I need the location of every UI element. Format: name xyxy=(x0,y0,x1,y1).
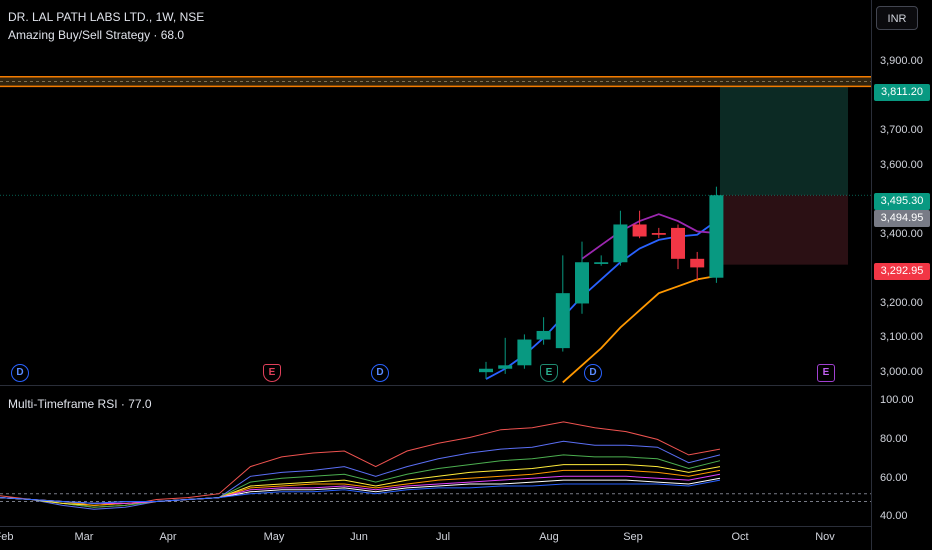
earnings-event-icon[interactable]: E xyxy=(540,364,558,382)
entry-price-tag: 3,495.30 xyxy=(874,193,930,210)
symbol-title[interactable]: DR. LAL PATH LABS LTD., 1W, NSE xyxy=(8,10,205,24)
last-price-tag: 3,494.95 xyxy=(874,210,930,227)
loss-zone xyxy=(720,195,848,265)
time-label: Apr xyxy=(159,531,177,543)
rsi-tick: 60.00 xyxy=(880,472,908,484)
ma-line-purple xyxy=(581,213,717,260)
rsi-tick: 100.00 xyxy=(880,394,914,406)
time-label: Sep xyxy=(623,531,643,543)
candle-body xyxy=(555,293,570,349)
candle-body xyxy=(651,233,666,235)
time-label: May xyxy=(263,531,285,543)
candlestick-series xyxy=(479,186,724,380)
rsi-series xyxy=(0,421,871,510)
candle-body xyxy=(479,368,493,373)
dividend-event-icon[interactable]: D xyxy=(371,364,389,382)
candle-body xyxy=(690,258,705,268)
currency-button[interactable]: INR xyxy=(876,6,918,30)
rsi-line xyxy=(0,479,721,504)
rsi-line xyxy=(0,473,721,504)
stop-price-tag: 3,292.95 xyxy=(874,263,930,280)
rsi-line xyxy=(0,440,721,510)
candle-body xyxy=(709,195,724,278)
dividend-event-icon[interactable]: D xyxy=(584,364,602,382)
rsi-tick: 80.00 xyxy=(880,433,908,445)
rsi-line xyxy=(0,477,721,504)
rsi-indicator-label[interactable]: Multi-Timeframe RSI · 77.0 xyxy=(8,397,152,411)
candle-body xyxy=(594,262,609,264)
price-tick: 3,200.00 xyxy=(880,297,923,309)
price-tick: 3,100.00 xyxy=(880,331,923,343)
time-label: Oct xyxy=(731,531,749,543)
time-label: Aug xyxy=(539,531,559,543)
time-label: Mar xyxy=(74,531,94,543)
candle-body xyxy=(671,227,685,259)
profit-zone xyxy=(720,86,848,196)
strategy-indicator-label[interactable]: Amazing Buy/Sell Strategy · 68.0 xyxy=(8,28,185,42)
price-tick: 3,000.00 xyxy=(880,366,923,378)
earnings-event-icon[interactable]: E xyxy=(263,364,281,382)
price-tick: 3,400.00 xyxy=(880,228,923,240)
earnings-event-icon[interactable]: E xyxy=(817,364,835,382)
candle-body xyxy=(517,339,532,366)
resistance-band xyxy=(0,76,871,87)
candle-body xyxy=(498,365,513,369)
rsi-line xyxy=(0,454,721,508)
trade-zones xyxy=(0,86,871,265)
price-tick: 3,700.00 xyxy=(880,124,923,136)
candle-body xyxy=(536,330,551,340)
target-price-tag: 3,811.20 xyxy=(874,84,930,101)
price-tick: 3,900.00 xyxy=(880,55,923,67)
candle-body xyxy=(575,262,589,304)
time-label: Feb xyxy=(0,531,14,543)
rsi-tick: 40.00 xyxy=(880,510,908,522)
candle-body xyxy=(632,224,647,237)
resistance-zone xyxy=(0,76,871,88)
time-label: Jun xyxy=(350,531,368,543)
price-tick: 3,600.00 xyxy=(880,159,923,171)
time-label: Jul xyxy=(435,531,451,543)
time-label: Nov xyxy=(815,531,835,543)
candle-body xyxy=(613,224,628,263)
ma-line-orange xyxy=(562,275,717,384)
dividend-event-icon[interactable]: D xyxy=(11,364,29,382)
